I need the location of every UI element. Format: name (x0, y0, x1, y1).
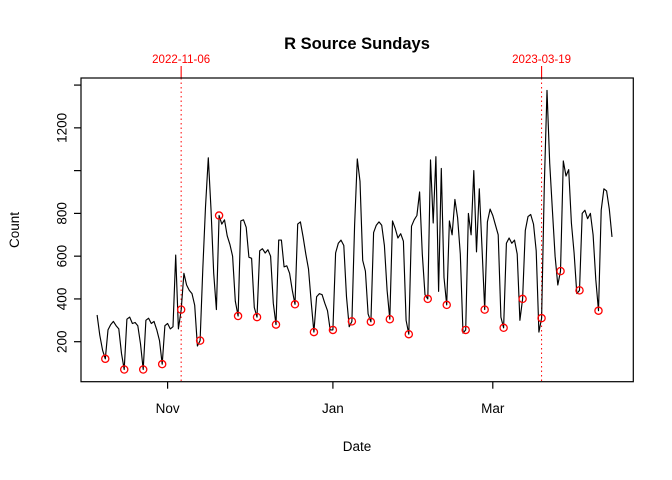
plot-title: R Source Sundays (284, 35, 430, 53)
sunday-marker (385, 314, 395, 324)
sunday-marker (404, 329, 414, 339)
sunday-marker (423, 294, 433, 304)
y-tick-label: 1200 (55, 113, 70, 143)
sunday-marker (537, 313, 546, 323)
sunday-marker (480, 305, 489, 314)
sunday-marker (233, 311, 243, 321)
y-tick-label: 800 (55, 202, 70, 225)
sunday-marker (252, 312, 262, 322)
sunday-marker (138, 365, 148, 374)
sunday-marker (214, 211, 224, 220)
series-line (96, 89, 613, 371)
event-lines: 2022-11-06 2023-03-19 (152, 54, 571, 382)
axes: 200 400 600 800 1200 Nov Jan Mar (55, 84, 505, 416)
sunday-marker (309, 327, 319, 337)
sunday-marker (461, 325, 470, 335)
sunday-marker (119, 365, 129, 374)
sunday-markers (101, 211, 603, 374)
sunday-marker (271, 320, 281, 329)
x-tick-label: Nov (156, 401, 180, 416)
sunday-marker (366, 317, 376, 327)
y-tick-label: 400 (55, 288, 70, 311)
series-line-layer (96, 89, 613, 371)
sunday-marker (176, 305, 186, 314)
sunday-marker (347, 317, 357, 326)
sunday-marker (101, 354, 110, 364)
sunday-marker (556, 266, 565, 276)
x-tick-label: Mar (481, 401, 505, 416)
y-axis-title: Count (7, 212, 22, 248)
event-date-label: 2023-03-19 (512, 54, 571, 66)
sunday-marker (575, 286, 584, 295)
y-tick-label: 200 (55, 330, 70, 353)
sunday-marker (328, 325, 338, 335)
sunday-marker (594, 306, 603, 315)
sunday-marker (290, 300, 300, 309)
x-tick-label: Jan (322, 401, 344, 416)
sunday-marker (518, 294, 527, 304)
sunday-marker (499, 323, 508, 333)
sunday-marker (157, 359, 167, 369)
x-axis-title: Date (343, 439, 372, 454)
sunday-marker (195, 336, 205, 345)
event-date-label: 2022-11-06 (152, 54, 210, 66)
sunday-marker (442, 300, 451, 310)
y-tick-label: 600 (55, 245, 70, 268)
plot-frame (80, 77, 634, 383)
